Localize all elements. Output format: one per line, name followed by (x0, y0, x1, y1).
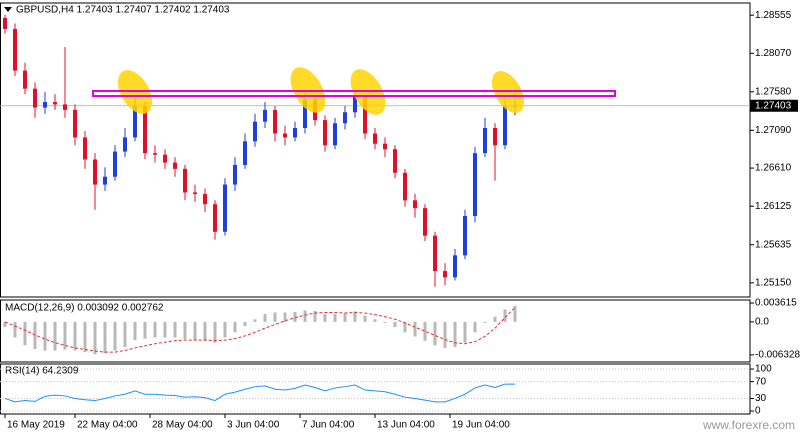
candle-body (293, 127, 297, 138)
candle-body (23, 70, 27, 89)
candle-body (163, 154, 167, 163)
candle-body (13, 28, 17, 71)
candle-body (373, 133, 377, 144)
last-price-label: 1.27403 (755, 100, 792, 111)
candle-body (53, 102, 57, 105)
watermark: www.forexre.com (702, 418, 795, 432)
candle-body (383, 143, 387, 150)
candle-body (133, 105, 137, 138)
candle-body (153, 153, 157, 155)
candle-body (463, 216, 467, 256)
candle-body (73, 109, 77, 138)
candle-body (33, 88, 37, 108)
candle-body (493, 127, 497, 146)
x-tick-label: 28 May 04:00 (152, 420, 213, 431)
candle-body (83, 137, 87, 160)
macd-title: MACD(12,26,9) 0.003092 0.002762 (5, 303, 164, 314)
y-tick-label: 0 (755, 406, 761, 417)
candle-body (113, 151, 117, 177)
menu-arrow (4, 7, 12, 12)
rsi-title: RSI(14) 64.2309 (5, 366, 79, 377)
candle-body (63, 104, 67, 110)
candle-body (503, 105, 507, 146)
candle-body (233, 164, 237, 185)
y-tick-label: 30 (755, 393, 767, 404)
candle-body (283, 133, 287, 138)
candle-body (413, 200, 417, 209)
signal-line (4, 306, 516, 353)
rsi-line (4, 383, 516, 403)
candle-body (243, 141, 247, 165)
candle-body (263, 109, 267, 122)
candle-body (43, 102, 47, 108)
price-panel (0, 2, 751, 298)
y-tick-label: -0.006328 (755, 349, 800, 360)
y-tick-label: 1.25150 (755, 277, 792, 288)
candle-body (443, 271, 447, 278)
x-tick-label: 16 May 2019 (7, 420, 65, 431)
candle-body (333, 123, 337, 146)
candle-body (353, 96, 357, 113)
y-tick-label: 0.0 (755, 317, 769, 328)
x-tick-label: 3 Jun 04:00 (227, 420, 280, 431)
candle-body (173, 162, 177, 169)
y-tick-label: 0.003615 (755, 298, 797, 309)
candle-body (193, 192, 197, 195)
y-tick-label: 1.28555 (755, 10, 792, 21)
candle-body (363, 96, 367, 134)
candle-body (143, 105, 147, 154)
y-tick-label: 100 (755, 364, 772, 375)
y-tick-label: 1.27580 (755, 86, 792, 97)
candle-body (453, 255, 457, 278)
candle-body (323, 120, 327, 146)
y-tick-label: 1.28070 (755, 48, 792, 59)
x-tick-label: 19 Jun 04:00 (452, 420, 510, 431)
candle-body (423, 208, 427, 236)
candle-body (473, 153, 477, 217)
candle-body (253, 121, 257, 142)
candle-body (203, 194, 207, 205)
x-tick-label: 13 Jun 04:00 (377, 420, 435, 431)
candle-body (213, 204, 217, 232)
macd-panel (0, 299, 751, 363)
candle-body (393, 149, 397, 173)
x-tick-label: 22 May 04:00 (77, 420, 138, 431)
candle-body (93, 159, 97, 185)
y-tick-label: 1.25635 (755, 239, 792, 250)
chart-title: GBPUSD,H4 1.27403 1.27407 1.27402 1.2740… (16, 5, 230, 16)
candle-body (343, 112, 347, 124)
resistance-band (92, 90, 616, 97)
y-tick-label: 70 (755, 376, 767, 387)
candle-body (303, 99, 307, 128)
candle-body (273, 109, 277, 134)
candle-body (483, 127, 487, 154)
last-price-tag (750, 99, 798, 112)
candle-body (403, 172, 407, 201)
candle-body (123, 137, 127, 152)
y-tick-label: 1.27090 (755, 125, 792, 136)
candle-body (223, 184, 227, 232)
candle-body (433, 235, 437, 272)
x-tick-label: 7 Jun 04:00 (302, 420, 355, 431)
candle-body (3, 17, 7, 29)
candle-body (183, 168, 187, 193)
candle-body (103, 176, 107, 185)
y-tick-label: 1.26125 (755, 201, 792, 212)
y-tick-label: 1.26610 (755, 163, 792, 174)
